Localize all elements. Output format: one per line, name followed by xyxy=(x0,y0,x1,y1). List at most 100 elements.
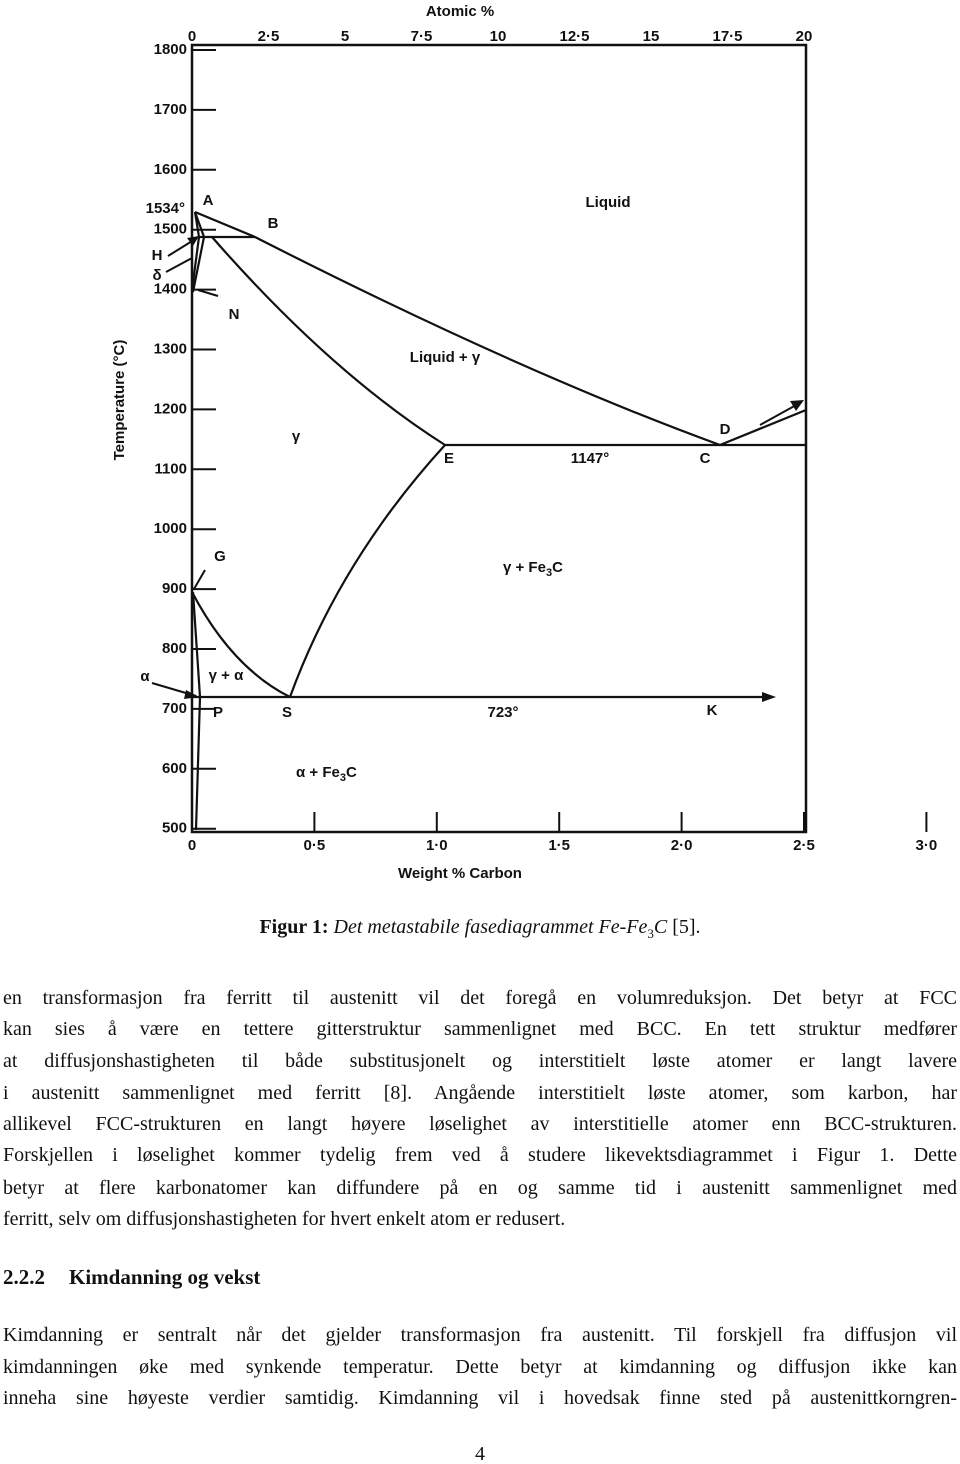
subscript: 3 xyxy=(546,567,552,579)
text-line: kimdanningen øke med synkende temperatur… xyxy=(3,1356,957,1378)
arrowhead xyxy=(762,692,776,702)
top-tick-label: 7·5 xyxy=(411,28,433,45)
subscript: 3 xyxy=(340,772,346,784)
bottom-tick-label: 1·0 xyxy=(426,837,448,854)
region-label: γ + Fe3C xyxy=(503,559,563,579)
text-line: kan sies å være en tettere gitterstruktu… xyxy=(3,1018,957,1040)
region-label: α xyxy=(140,668,150,685)
caption-text: Det metastabile fasediagrammet Fe-Fe xyxy=(333,916,648,938)
point-label: H xyxy=(152,247,163,264)
left-axis-title: Temperature (°C) xyxy=(111,340,128,461)
cementite-liquidus xyxy=(719,408,807,447)
region-text: α + Fe xyxy=(296,764,340,781)
arrowhead xyxy=(790,400,804,411)
caption-text: C xyxy=(653,916,668,938)
solvus xyxy=(194,696,202,831)
text-line: at diffusjonshastigheten til både substi… xyxy=(3,1050,957,1072)
temperature-label: 1147° xyxy=(571,450,610,467)
bottom-axis-title: Weight % Carbon xyxy=(398,865,522,882)
section-number: 2.2.2 xyxy=(3,1265,45,1289)
left-tick-label: 1400 xyxy=(154,281,187,298)
top-tick-label: 17·5 xyxy=(712,28,742,45)
top-tick-label: 12·5 xyxy=(559,28,589,45)
text-line: Kimdanning er sentralt når det gjelder t… xyxy=(3,1324,957,1346)
left-tick-label: 1700 xyxy=(154,101,187,118)
region-label: γ + α xyxy=(209,667,244,684)
phase-diagram: Atomic % Weight % Carbon Temperature (°C… xyxy=(111,3,938,882)
region-label: α + Fe3C xyxy=(296,764,357,784)
region-label: Liquid xyxy=(586,194,631,211)
region-label: δ xyxy=(152,267,161,284)
arrowhead xyxy=(184,690,199,699)
bottom-tick-label: 2·5 xyxy=(793,837,815,854)
left-tick-label: 1200 xyxy=(154,400,187,417)
point-label: D xyxy=(720,421,731,438)
bottom-tick-label: 0·5 xyxy=(304,837,326,854)
left-tick-label: 500 xyxy=(162,820,187,837)
left-tick-label: 800 xyxy=(162,640,187,657)
point-label: K xyxy=(707,702,718,719)
left-tick-label: 900 xyxy=(162,580,187,597)
diagram-lines xyxy=(151,43,808,834)
top-axis-title: Atomic % xyxy=(426,3,494,20)
top-tick-label: 10 xyxy=(490,28,507,45)
top-tick-label: 20 xyxy=(796,28,813,45)
solidus xyxy=(211,236,446,446)
figure-caption: Figur 1: Det metastabile fasediagrammet … xyxy=(0,916,960,942)
point-label: B xyxy=(268,215,279,232)
text-line: ferritt, selv om diffusjonshastigheten f… xyxy=(3,1208,566,1230)
left-tick-label: 1300 xyxy=(154,340,187,357)
arrow xyxy=(759,403,799,426)
section-heading: 2.2.2 Kimdanning og vekst xyxy=(3,1265,260,1290)
point-label: G xyxy=(214,548,226,565)
text-line: inneha sine høyeste verdier samtidig. Ki… xyxy=(3,1387,957,1409)
caption-label: Figur 1: xyxy=(259,916,329,938)
top-tick-label: 2·5 xyxy=(258,28,280,45)
liquidus xyxy=(194,210,721,447)
left-tick-label: 600 xyxy=(162,760,187,777)
point-label: A xyxy=(203,192,214,209)
top-tick-label: 15 xyxy=(643,28,660,45)
left-tick-label: 1500 xyxy=(154,221,187,238)
top-tick-label: 5 xyxy=(341,28,349,45)
temperature-label: 1534° xyxy=(146,200,185,217)
region-label: γ xyxy=(292,428,301,445)
page-number: 4 xyxy=(475,1443,485,1464)
acm-line xyxy=(288,444,446,698)
region-label: Liquid + γ xyxy=(410,349,481,366)
a3-line xyxy=(191,591,291,698)
text-line: allikevel FCC-strukturen en langt høyere… xyxy=(3,1113,957,1135)
region-text: C xyxy=(552,559,563,576)
caption-subscript: 3 xyxy=(647,926,654,941)
point-label: P xyxy=(213,704,223,721)
frame xyxy=(190,43,808,834)
left-tick-label: 1600 xyxy=(154,161,187,178)
left-tick-label: 1800 xyxy=(154,41,187,58)
bottom-tick-label: 0 xyxy=(188,837,196,854)
top-tick-label: 0 xyxy=(188,28,196,45)
text-line: en transformasjon fra ferritt til austen… xyxy=(3,987,957,1009)
text-line: i austenitt sammenlignet med ferritt [8]… xyxy=(3,1082,957,1104)
left-tick-label: 1100 xyxy=(154,460,187,477)
left-tick-label: 700 xyxy=(162,700,187,717)
point-label: C xyxy=(700,450,711,467)
section-title: Kimdanning og vekst xyxy=(69,1265,261,1289)
region-text: γ + Fe xyxy=(503,559,546,576)
alpha-boundary xyxy=(191,591,202,698)
point-label: S xyxy=(282,704,292,721)
delta-boundary xyxy=(190,211,201,291)
temperature-label: 723° xyxy=(487,704,518,721)
bottom-tick-label: 3·0 xyxy=(916,837,938,854)
text-line: Forskjellen i løselighet kommer tydelig … xyxy=(3,1144,957,1166)
bottom-tick-label: 2·0 xyxy=(671,837,693,854)
point-label: E xyxy=(444,450,454,467)
region-text: C xyxy=(346,764,357,781)
point-label: N xyxy=(229,306,240,323)
caption-ref: [5]. xyxy=(672,916,701,938)
arrow xyxy=(193,569,206,590)
arrow xyxy=(197,289,219,297)
arrowhead xyxy=(187,236,199,246)
bottom-tick-label: 1·5 xyxy=(548,837,570,854)
delta-boundary xyxy=(191,211,206,293)
